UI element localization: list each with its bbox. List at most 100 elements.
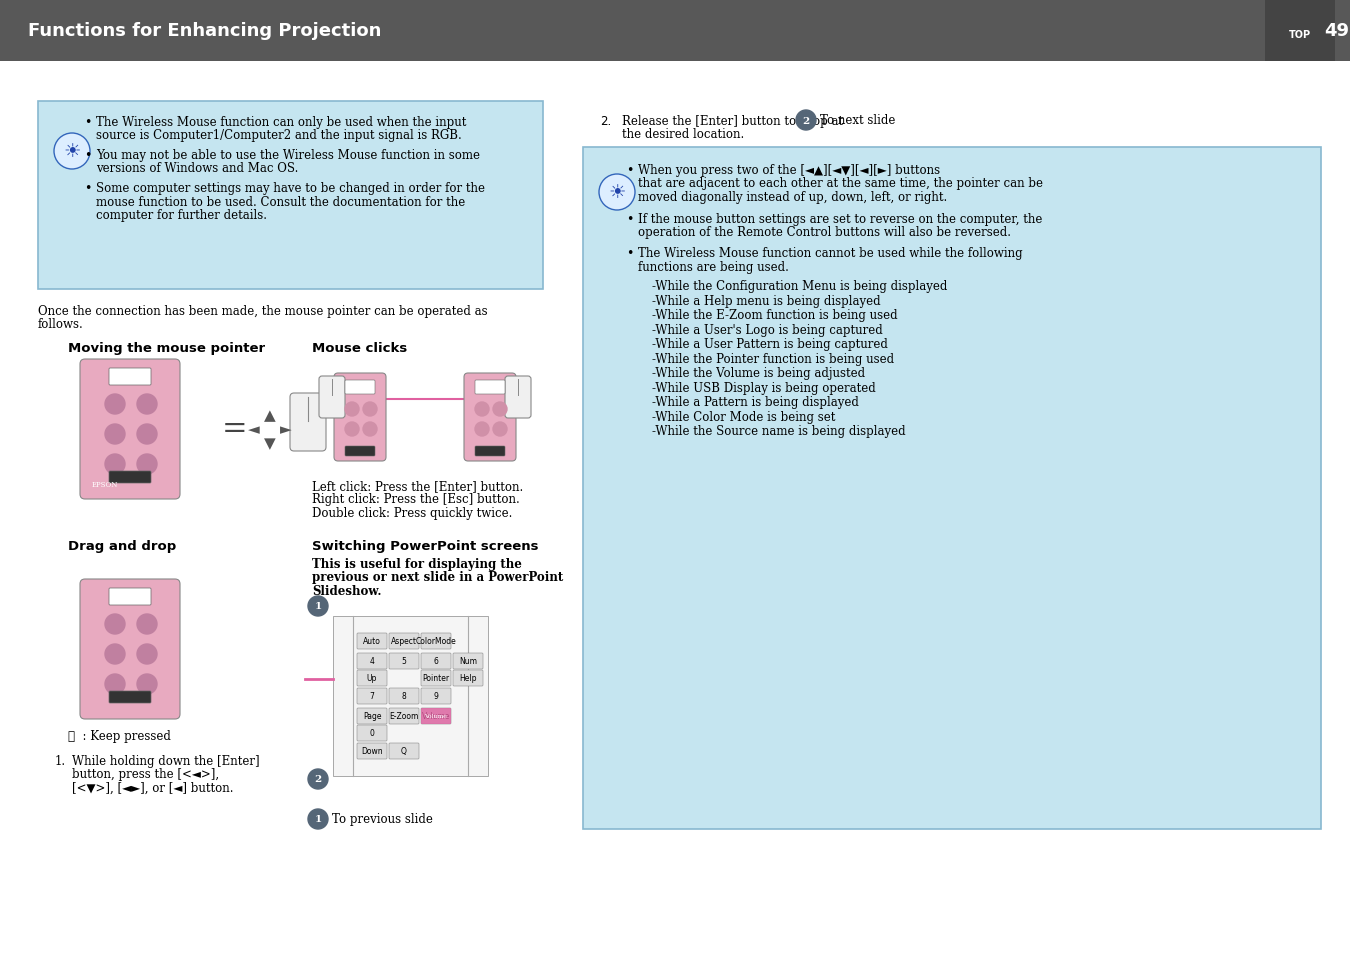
Text: Q: Q xyxy=(401,747,406,756)
Text: The Wireless Mouse function can only be used when the input: The Wireless Mouse function can only be … xyxy=(96,116,466,129)
Text: ►: ► xyxy=(281,422,292,436)
Text: 1: 1 xyxy=(315,815,321,823)
Circle shape xyxy=(105,424,126,444)
Text: •: • xyxy=(84,116,92,129)
Text: button, press the [<◄>],: button, press the [<◄>], xyxy=(72,768,219,781)
Text: Once the connection has been made, the mouse pointer can be operated as: Once the connection has been made, the m… xyxy=(38,305,487,317)
Text: If the mouse button settings are set to reverse on the computer, the: If the mouse button settings are set to … xyxy=(639,213,1042,225)
FancyBboxPatch shape xyxy=(356,688,387,704)
Circle shape xyxy=(136,395,157,415)
Text: versions of Windows and Mac OS.: versions of Windows and Mac OS. xyxy=(96,162,298,175)
Text: 1: 1 xyxy=(315,602,321,611)
FancyBboxPatch shape xyxy=(475,380,505,395)
Circle shape xyxy=(54,133,90,170)
Text: computer for further details.: computer for further details. xyxy=(96,209,267,222)
Text: -While the Configuration Menu is being displayed: -While the Configuration Menu is being d… xyxy=(652,280,948,294)
Text: -While the E-Zoom function is being used: -While the E-Zoom function is being used xyxy=(652,309,898,322)
Text: ☀: ☀ xyxy=(63,143,81,161)
Circle shape xyxy=(136,644,157,664)
Text: Functions for Enhancing Projection: Functions for Enhancing Projection xyxy=(28,22,381,40)
Text: 2: 2 xyxy=(802,116,810,126)
Text: ▼: ▼ xyxy=(265,436,275,451)
Text: previous or next slide in a PowerPoint: previous or next slide in a PowerPoint xyxy=(312,571,563,584)
Circle shape xyxy=(136,455,157,475)
Circle shape xyxy=(136,675,157,695)
Circle shape xyxy=(796,111,815,131)
FancyBboxPatch shape xyxy=(389,708,418,724)
Circle shape xyxy=(493,422,508,436)
Circle shape xyxy=(136,615,157,635)
FancyBboxPatch shape xyxy=(475,447,505,456)
Text: [<▼>], [◄►], or [◄] button.: [<▼>], [◄►], or [◄] button. xyxy=(72,781,234,794)
FancyBboxPatch shape xyxy=(389,688,418,704)
Circle shape xyxy=(493,402,508,416)
FancyBboxPatch shape xyxy=(109,588,151,605)
Circle shape xyxy=(346,422,359,436)
Text: 9: 9 xyxy=(433,692,439,700)
FancyBboxPatch shape xyxy=(333,617,487,776)
Text: moved diagonally instead of up, down, left, or right.: moved diagonally instead of up, down, le… xyxy=(639,191,948,204)
Text: Aspect: Aspect xyxy=(392,637,417,646)
FancyBboxPatch shape xyxy=(454,654,483,669)
Text: ▲: ▲ xyxy=(265,409,275,422)
Text: The Wireless Mouse function cannot be used while the following: The Wireless Mouse function cannot be us… xyxy=(639,247,1023,260)
Text: mouse function to be used. Consult the documentation for the: mouse function to be used. Consult the d… xyxy=(96,195,466,209)
FancyBboxPatch shape xyxy=(0,0,1350,62)
Text: 49: 49 xyxy=(1324,22,1350,40)
Text: Double click: Press quickly twice.: Double click: Press quickly twice. xyxy=(312,506,513,519)
Text: =: = xyxy=(223,414,248,445)
Text: -While a User Pattern is being captured: -While a User Pattern is being captured xyxy=(652,338,888,351)
FancyBboxPatch shape xyxy=(109,472,151,483)
Text: -While the Pointer function is being used: -While the Pointer function is being use… xyxy=(652,353,894,366)
FancyBboxPatch shape xyxy=(356,670,387,686)
Text: Volume: Volume xyxy=(421,712,450,720)
Text: source is Computer1/Computer2 and the input signal is RGB.: source is Computer1/Computer2 and the in… xyxy=(96,130,462,142)
FancyBboxPatch shape xyxy=(389,743,418,760)
Text: ☀: ☀ xyxy=(609,184,626,202)
Text: -While a Help menu is being displayed: -While a Help menu is being displayed xyxy=(652,294,880,308)
Circle shape xyxy=(308,597,328,617)
Text: While holding down the [Enter]: While holding down the [Enter] xyxy=(72,754,259,767)
Circle shape xyxy=(105,675,126,695)
FancyBboxPatch shape xyxy=(389,654,418,669)
FancyBboxPatch shape xyxy=(346,380,375,395)
Circle shape xyxy=(363,402,377,416)
Circle shape xyxy=(308,769,328,789)
Text: Left click: Press the [Enter] button.: Left click: Press the [Enter] button. xyxy=(312,479,524,493)
Text: You may not be able to use the Wireless Mouse function in some: You may not be able to use the Wireless … xyxy=(96,149,481,162)
Text: This is useful for displaying the: This is useful for displaying the xyxy=(312,558,522,571)
Text: Moving the mouse pointer: Moving the mouse pointer xyxy=(68,341,265,355)
Text: 4: 4 xyxy=(370,657,374,666)
FancyBboxPatch shape xyxy=(109,369,151,386)
Text: Mouse clicks: Mouse clicks xyxy=(312,341,408,355)
Text: EPSON: EPSON xyxy=(92,480,119,489)
Circle shape xyxy=(105,615,126,635)
FancyBboxPatch shape xyxy=(80,579,180,720)
Text: 2.: 2. xyxy=(599,115,612,128)
FancyBboxPatch shape xyxy=(464,374,516,461)
Text: Up: Up xyxy=(367,674,377,682)
Text: ◄: ◄ xyxy=(248,422,259,436)
Text: E-Zoom: E-Zoom xyxy=(389,712,418,720)
Text: Some computer settings may have to be changed in order for the: Some computer settings may have to be ch… xyxy=(96,182,485,194)
Text: TOP: TOP xyxy=(1289,30,1311,40)
FancyBboxPatch shape xyxy=(454,670,483,686)
Text: 6: 6 xyxy=(433,657,439,666)
FancyBboxPatch shape xyxy=(505,376,531,418)
Circle shape xyxy=(363,422,377,436)
Text: Page: Page xyxy=(363,712,381,720)
Text: 1.: 1. xyxy=(55,754,66,767)
Text: Release the [Enter] button to drop at: Release the [Enter] button to drop at xyxy=(622,115,844,128)
Text: 🖐  : Keep pressed: 🖐 : Keep pressed xyxy=(68,729,171,742)
FancyBboxPatch shape xyxy=(319,376,346,418)
Text: •: • xyxy=(84,182,92,194)
Text: •: • xyxy=(626,213,633,225)
FancyBboxPatch shape xyxy=(109,691,151,703)
Text: •: • xyxy=(626,164,633,177)
Text: Auto: Auto xyxy=(363,637,381,646)
Text: -While Color Mode is being set: -While Color Mode is being set xyxy=(652,411,836,423)
Text: -While the Source name is being displayed: -While the Source name is being displaye… xyxy=(652,425,906,438)
FancyBboxPatch shape xyxy=(356,708,387,724)
Circle shape xyxy=(599,174,634,211)
FancyBboxPatch shape xyxy=(38,102,543,290)
